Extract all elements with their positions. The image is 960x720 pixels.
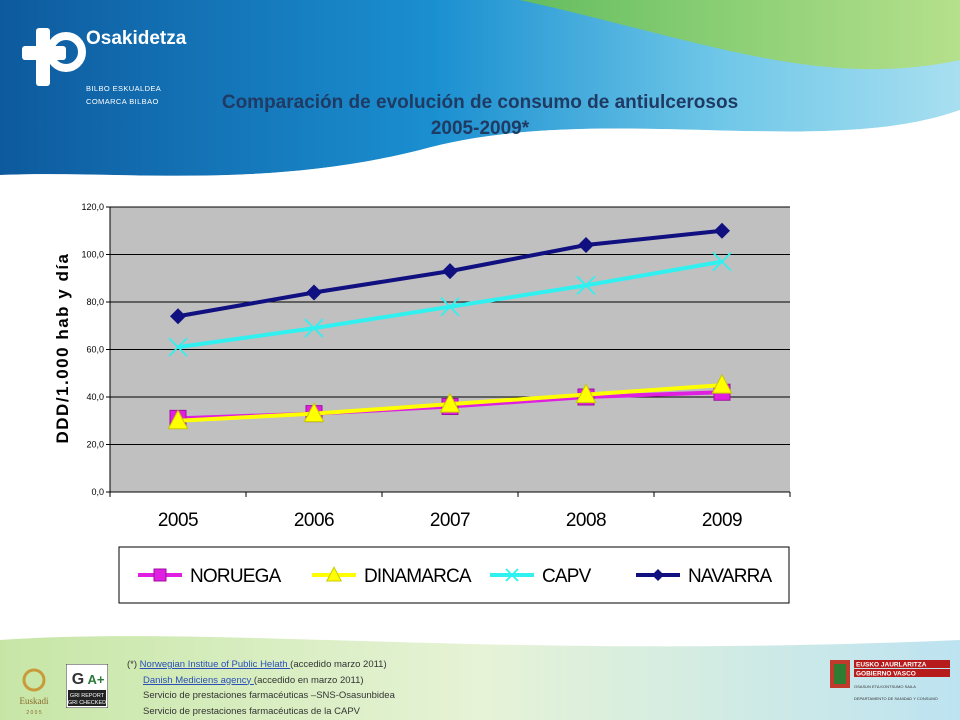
data-point (168, 337, 188, 357)
series-navarra (170, 222, 730, 325)
data-point (576, 275, 596, 296)
data-point (505, 568, 519, 582)
osakidetza-logo-icon (22, 28, 86, 86)
y-tick-label: 0,0 (91, 487, 104, 497)
svg-text:G: G (72, 671, 84, 688)
gobierno-vasco-logo-icon: EUSKO JAURLARITZA GOBIERNO VASCO OSASUN … (830, 660, 950, 701)
gv-text-1: EUSKO JAURLARITZA (856, 662, 927, 669)
x-axis: 2005 2006 2007 2008 2009 (109, 491, 791, 531)
legend-item: NORUEGA (138, 566, 282, 587)
x-tick-label: 2005 (158, 510, 198, 531)
x-tick-label: 2007 (430, 510, 470, 531)
euskadi-logo-icon: Euskadi 2 0 0 5 (20, 668, 49, 716)
data-point (714, 222, 730, 239)
legend-items: NORUEGA DINAMARCA CAPV NAVARRA (138, 566, 773, 587)
data-point (711, 373, 733, 394)
legend-label: CAPV (542, 566, 592, 587)
data-point (306, 284, 322, 301)
x-tick-label: 2008 (566, 510, 606, 531)
legend-label: DINAMARCA (364, 566, 472, 587)
x-tick-label: 2006 (294, 510, 334, 531)
euskadi-text: Euskadi (20, 696, 49, 706)
data-point (652, 569, 664, 581)
data-point (170, 308, 186, 325)
brand-name: Osakidetza (86, 28, 187, 49)
footer-line-3: Servicio de prestaciones farmacéuticas –… (143, 690, 395, 701)
footer-line-2: Danish Mediciens agency (accedido en mar… (127, 673, 395, 689)
data-point (303, 402, 325, 423)
page-title: Comparación de evolución de consumo de a… (130, 90, 830, 142)
y-tick-label: 120,0 (81, 202, 104, 212)
gri-text-1: GRI REPORT (70, 693, 105, 699)
series-group (167, 222, 733, 430)
y-axis-label: DDD/1.000 hab y día (53, 252, 72, 443)
euskadi-year: 2 0 0 5 (26, 710, 42, 716)
data-point (578, 237, 594, 253)
footer-line-1-suffix: (accedido marzo 2011) (290, 659, 387, 670)
danish-link[interactable]: Danish Mediciens agency (143, 674, 254, 686)
norwegian-link[interactable]: Norwegian Institue of Public Helath (139, 659, 291, 670)
data-point (712, 251, 732, 272)
legend-item: CAPV (490, 566, 592, 587)
title-line-2: 2005-2009* (430, 118, 530, 139)
legend-item: NAVARRA (636, 566, 773, 587)
footer-sources: (*) Norwegian Institue of Public Helath … (127, 657, 395, 719)
brand-sub-1: BILBO ESKUALDEA (86, 84, 162, 93)
footer-line-2-suffix: (accedido en marzo 2011) (253, 674, 364, 686)
series-capv (168, 251, 732, 357)
legend-label: NAVARRA (688, 566, 773, 587)
y-tick-label: 60,0 (86, 345, 104, 355)
gri-logo-icon: G A+ GRI REPORT GRI CHECKED (66, 664, 108, 708)
gri-text-2: GRI CHECKED (68, 700, 106, 706)
svg-text:A+: A+ (88, 672, 105, 687)
y-tick-label: 20,0 (86, 440, 104, 450)
series-dinamarca (167, 373, 733, 430)
title-line-1: Comparación de evolución de consumo de a… (221, 92, 739, 113)
data-point (167, 409, 189, 430)
legend-label: NORUEGA (190, 566, 282, 587)
gv-text-3: OSASUN ETA KONTSUMO SAILA (854, 684, 916, 689)
brand-sub-2: COMARCA BILBAO (86, 97, 159, 106)
data-point (442, 263, 458, 280)
data-point (325, 566, 343, 582)
footer-line-1: (*) Norwegian Institue of Public Helath … (127, 657, 395, 673)
y-tick-label: 40,0 (86, 392, 104, 402)
y-tick-label: 100,0 (81, 250, 104, 260)
gv-text-2: GOBIERNO VASCO (856, 671, 916, 678)
footer-line-4: Servicio de prestaciones farmacéuticas d… (143, 705, 361, 717)
footer-prefix: (*) (127, 659, 140, 670)
gv-text-4: DEPARTAMENTO DE SANIDAD Y CONSUMO (854, 696, 938, 701)
data-point (439, 392, 461, 413)
y-tick-label: 80,0 (86, 297, 104, 307)
x-tick-label: 2009 (702, 510, 742, 531)
data-point (575, 383, 597, 404)
data-point (153, 568, 167, 582)
data-point (440, 297, 460, 317)
data-point (304, 318, 324, 338)
y-axis: 0,0 20,0 40,0 60,0 80,0 100,0 120,0 (81, 202, 111, 497)
legend-item: DINAMARCA (312, 566, 473, 587)
